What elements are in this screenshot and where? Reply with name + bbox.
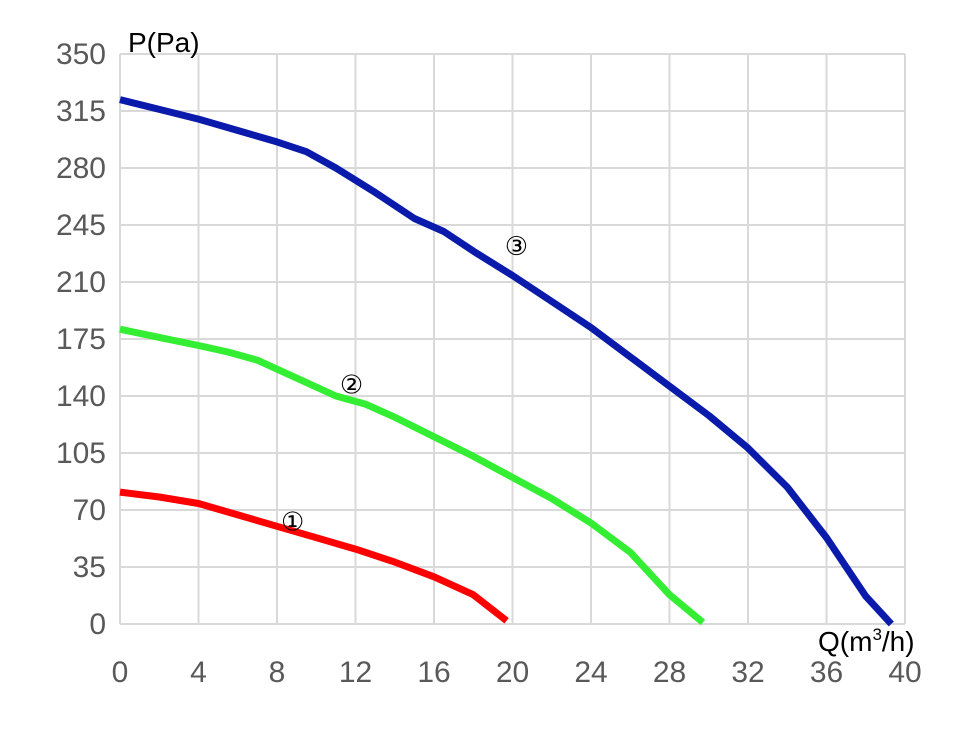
x-tick-label: 0 <box>112 656 129 689</box>
x-axis-title-tail: /h) <box>882 626 915 657</box>
x-tick-label: 28 <box>653 656 686 689</box>
x-tick-label: 16 <box>417 656 450 689</box>
grid-lines <box>119 53 906 625</box>
x-tick-label: 12 <box>339 656 372 689</box>
x-axis-title-main: Q(m <box>818 626 872 657</box>
curve-2-label: ② <box>340 371 363 401</box>
y-tick-label: 35 <box>73 551 106 584</box>
x-tick-label: 4 <box>190 656 207 689</box>
y-tick-label: 70 <box>73 494 106 527</box>
y-tick-label: 245 <box>56 209 106 242</box>
y-tick-label: 0 <box>89 608 106 641</box>
y-tick-label: 280 <box>56 152 106 185</box>
x-axis-title: Q(m3/h) <box>818 625 915 657</box>
y-tick-label: 315 <box>56 95 106 128</box>
x-tick-label: 32 <box>731 656 764 689</box>
y-axis-title: P(Pa) <box>128 27 200 58</box>
x-tick-label: 36 <box>810 656 843 689</box>
x-axis-title-superscript: 3 <box>872 625 881 644</box>
x-tick-label: 24 <box>574 656 607 689</box>
curve-2-line <box>119 325 706 626</box>
y-tick-label: 210 <box>56 266 106 299</box>
x-tick-label: 20 <box>496 656 529 689</box>
curve-3-label: ③ <box>505 232 528 262</box>
data-series <box>119 96 894 627</box>
y-tick-label: 105 <box>56 437 106 470</box>
curve-1-line <box>119 488 509 624</box>
curve-1-label: ① <box>281 507 304 537</box>
x-tick-label: 40 <box>888 656 921 689</box>
curve-3-line <box>119 96 894 627</box>
y-tick-label: 350 <box>56 38 106 71</box>
y-tick-label: 140 <box>56 380 106 413</box>
tick-labels: 0 35 70 105 140 175 210 245 280 315 350 0 4 8 12 16 20 24… <box>56 38 922 689</box>
x-tick-label: 8 <box>269 656 286 689</box>
curve-labels: ① ② ③ <box>281 232 528 537</box>
y-tick-label: 175 <box>56 323 106 356</box>
